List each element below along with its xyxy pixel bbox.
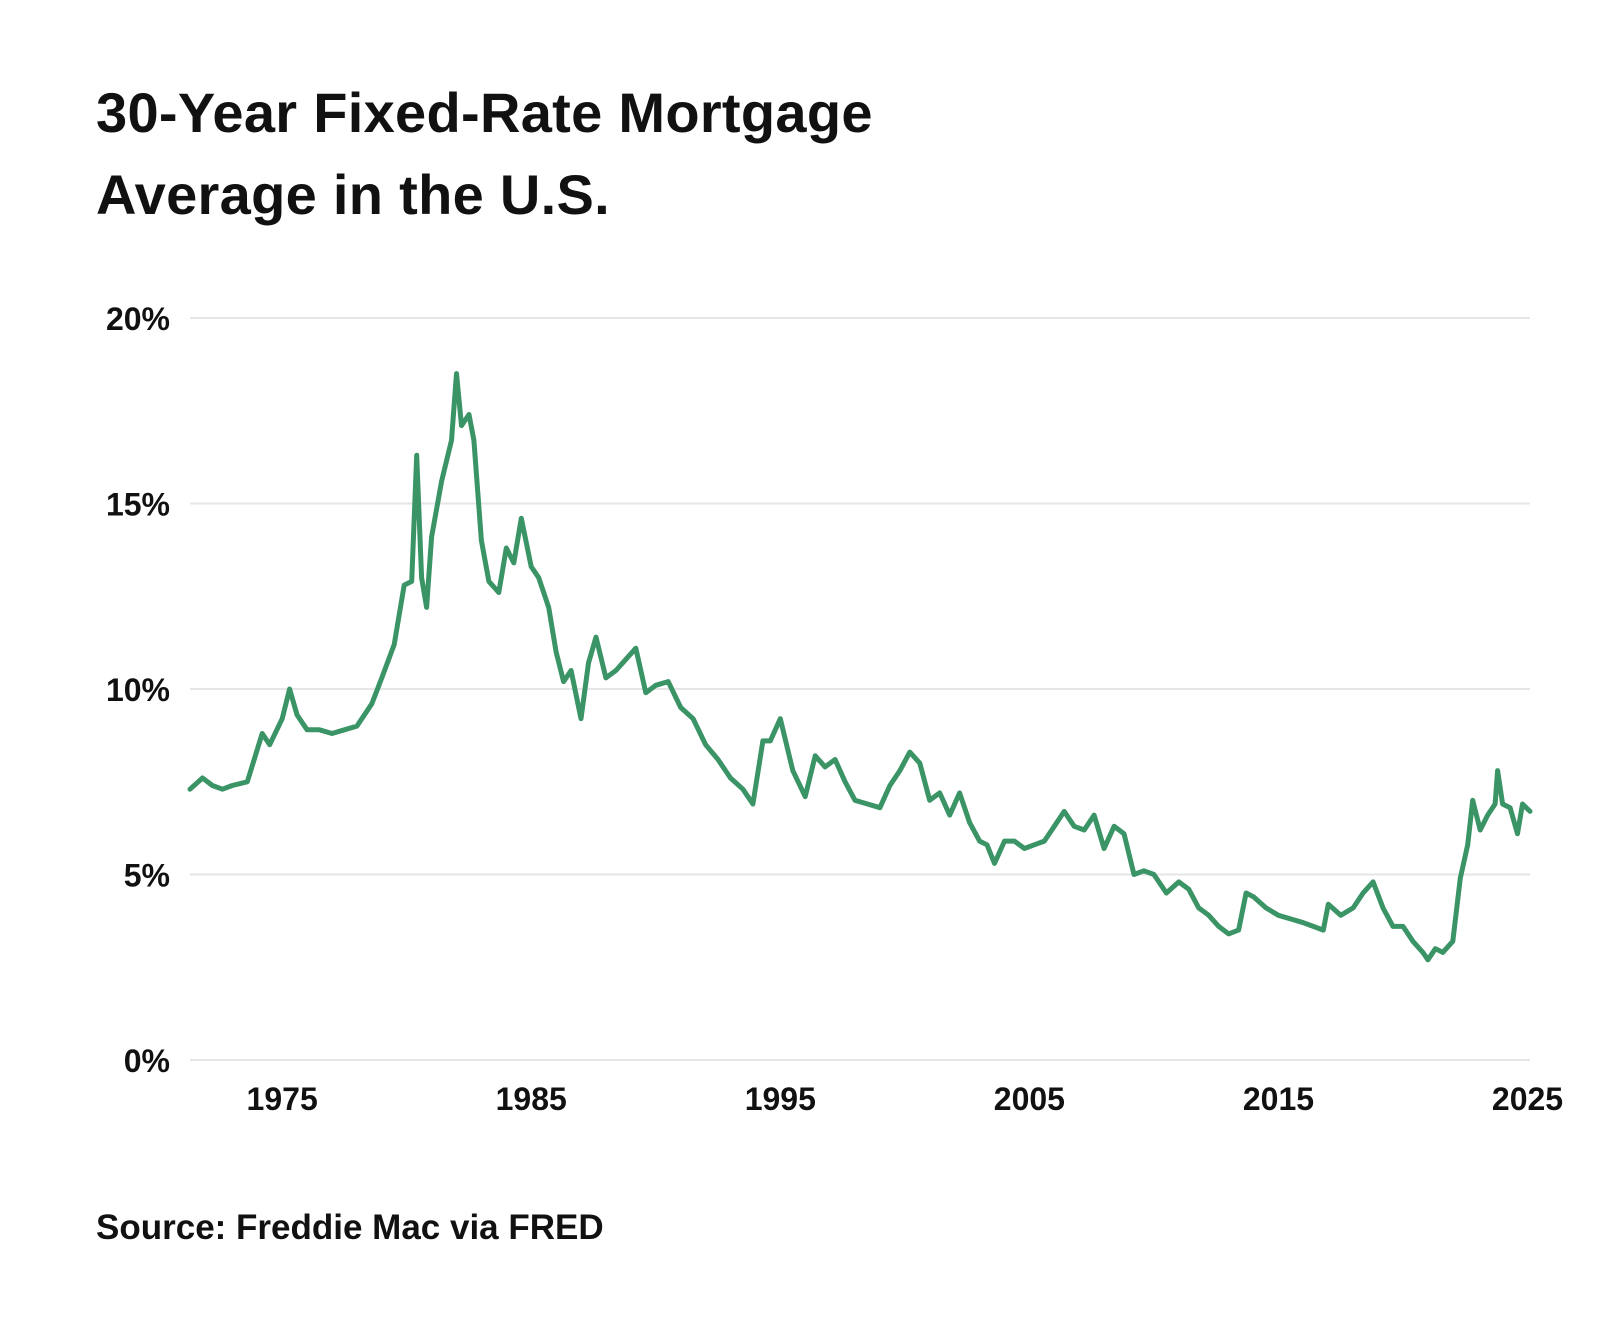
x-tick-label-2015: 2015 [1243, 1081, 1314, 1117]
y-tick-label-20: 20% [106, 301, 170, 337]
x-tick-label-2005: 2005 [994, 1081, 1065, 1117]
chart-title: 30-Year Fixed-Rate Mortgage Average in t… [96, 72, 873, 236]
x-tick-label-2025: 2025 [1492, 1081, 1563, 1117]
series-layer [187, 371, 1533, 963]
y-tick-label-10: 10% [106, 672, 170, 708]
y-tick-label-0: 0% [124, 1043, 170, 1079]
chart-title-line-1: 30-Year Fixed-Rate Mortgage [96, 81, 873, 144]
line-chart: 0% 5% 10% 15% 20% 1975 1985 1995 2005 2015 2025 [106, 301, 1564, 1117]
x-axis-tick-labels: 1975 1985 1995 2005 2015 2025 [247, 1081, 1564, 1117]
x-tick-label-1995: 1995 [745, 1081, 816, 1117]
y-tick-label-15: 15% [106, 487, 170, 523]
source-note: Source: Freddie Mac via FRED [96, 1208, 604, 1247]
chart-title-line-2: Average in the U.S. [96, 163, 610, 226]
series-line-mortgage-rate [187, 371, 1533, 963]
y-axis-tick-labels: 0% 5% 10% 15% 20% [106, 301, 170, 1079]
x-tick-label-1975: 1975 [247, 1081, 318, 1117]
y-tick-label-5: 5% [124, 858, 170, 894]
x-tick-label-1985: 1985 [496, 1081, 567, 1117]
gridlines [190, 317, 1530, 1061]
